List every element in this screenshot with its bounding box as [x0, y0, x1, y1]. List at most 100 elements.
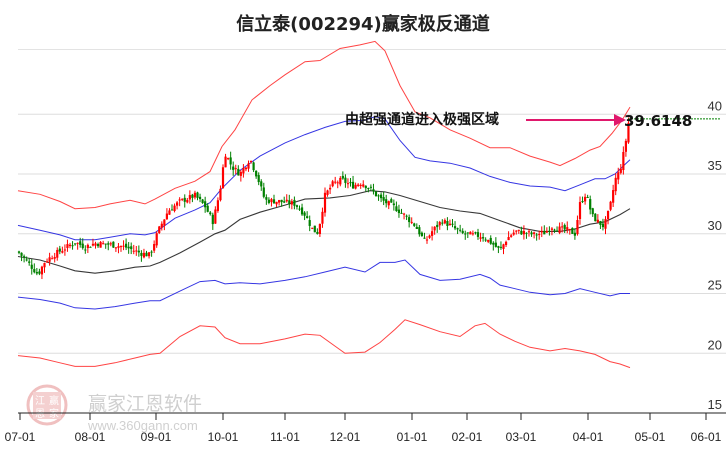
- candlestick: [571, 227, 574, 235]
- candlestick: [306, 211, 309, 219]
- candlestick: [334, 176, 337, 185]
- candlestick: [601, 218, 605, 231]
- candlestick: [589, 195, 592, 215]
- candlestick: [323, 187, 327, 217]
- candlestick: [239, 170, 242, 182]
- candlestick: [237, 165, 240, 176]
- candlestick: [550, 227, 554, 236]
- candlestick: [137, 245, 140, 257]
- candlestick: [125, 238, 128, 251]
- candlestick: [270, 197, 273, 207]
- candlestick: [619, 164, 622, 175]
- candlestick: [290, 198, 293, 210]
- candlestick: [63, 244, 66, 256]
- candlestick: [441, 219, 444, 226]
- candlestick: [586, 194, 589, 198]
- band-outer_lower: [17, 319, 631, 369]
- candlestick: [198, 193, 202, 203]
- candlestick: [527, 229, 531, 237]
- band-inner_lower: [17, 259, 630, 310]
- candlestick: [372, 183, 375, 195]
- candlestick: [119, 245, 123, 252]
- candlestick: [484, 237, 487, 242]
- candlestick: [48, 252, 51, 266]
- candlestick: [127, 242, 130, 254]
- candlestick: [53, 252, 56, 263]
- candlestick: [260, 179, 263, 191]
- candlestick: [176, 201, 179, 210]
- x-tick-label: 10-01: [208, 430, 239, 444]
- candlestick: [617, 167, 620, 185]
- candlestick: [446, 217, 449, 231]
- candlestick: [140, 250, 143, 262]
- candlestick: [206, 203, 209, 213]
- candlestick: [160, 221, 163, 231]
- candlestick: [581, 196, 584, 204]
- candlestick: [303, 211, 306, 221]
- candlestick: [400, 208, 403, 214]
- candlestick: [147, 252, 151, 259]
- x-tick-label: 08-01: [75, 430, 106, 444]
- candlestick: [66, 239, 69, 252]
- candlestick: [71, 241, 74, 250]
- candlestick: [543, 225, 546, 235]
- candlestick: [380, 192, 383, 203]
- candlestick: [510, 233, 513, 238]
- x-tick-label: 02-01: [452, 430, 483, 444]
- candlestick: [596, 214, 599, 224]
- candlestick: [242, 164, 245, 178]
- candlestick: [96, 242, 100, 248]
- candlestick: [540, 226, 543, 238]
- candlestick: [453, 221, 457, 231]
- candlestick: [351, 175, 355, 189]
- candlestick: [507, 231, 510, 241]
- candlestick: [150, 250, 153, 257]
- candlestick: [28, 258, 31, 266]
- candlestick: [168, 208, 171, 215]
- candlestick: [201, 198, 204, 204]
- y-tick-label: 15: [708, 397, 722, 412]
- candlestick: [420, 231, 423, 237]
- candlestick: [214, 206, 217, 224]
- candlestick: [191, 193, 194, 203]
- candlestick: [145, 250, 148, 257]
- candlestick: [163, 219, 166, 231]
- candlestick: [204, 196, 207, 213]
- candlestick: [377, 194, 380, 201]
- candlestick: [109, 241, 112, 247]
- candlestick: [357, 183, 360, 187]
- candlestick: [117, 242, 120, 254]
- candlestick: [341, 171, 344, 180]
- candlestick: [221, 164, 225, 189]
- candlestick: [594, 213, 597, 222]
- candlestick: [405, 214, 408, 221]
- candlestick: [423, 232, 426, 239]
- candlestick: [563, 223, 566, 233]
- candlestick: [522, 225, 525, 240]
- candlestick: [232, 161, 235, 176]
- candlestick: [181, 198, 184, 202]
- candlestick: [265, 194, 268, 205]
- candlestick: [178, 197, 181, 207]
- candlestick: [132, 244, 135, 255]
- candlestick: [494, 237, 497, 248]
- candlestick: [599, 220, 602, 229]
- candlestick: [293, 196, 296, 210]
- candlestick: [553, 228, 556, 233]
- candlestick: [533, 231, 536, 239]
- candlestick: [107, 241, 110, 251]
- candlestick: [288, 194, 291, 209]
- candlestick: [476, 228, 480, 240]
- candlestick: [186, 197, 189, 204]
- candlestick: [535, 232, 538, 241]
- candlestick: [558, 222, 561, 235]
- candlestick: [471, 230, 474, 236]
- x-tick-label: 11-01: [270, 430, 300, 444]
- candlestick: [364, 185, 367, 192]
- candlestick: [612, 184, 615, 207]
- candlestick: [313, 225, 316, 233]
- candlestick: [51, 255, 54, 260]
- candlestick: [568, 228, 571, 235]
- candlestick: [170, 204, 174, 211]
